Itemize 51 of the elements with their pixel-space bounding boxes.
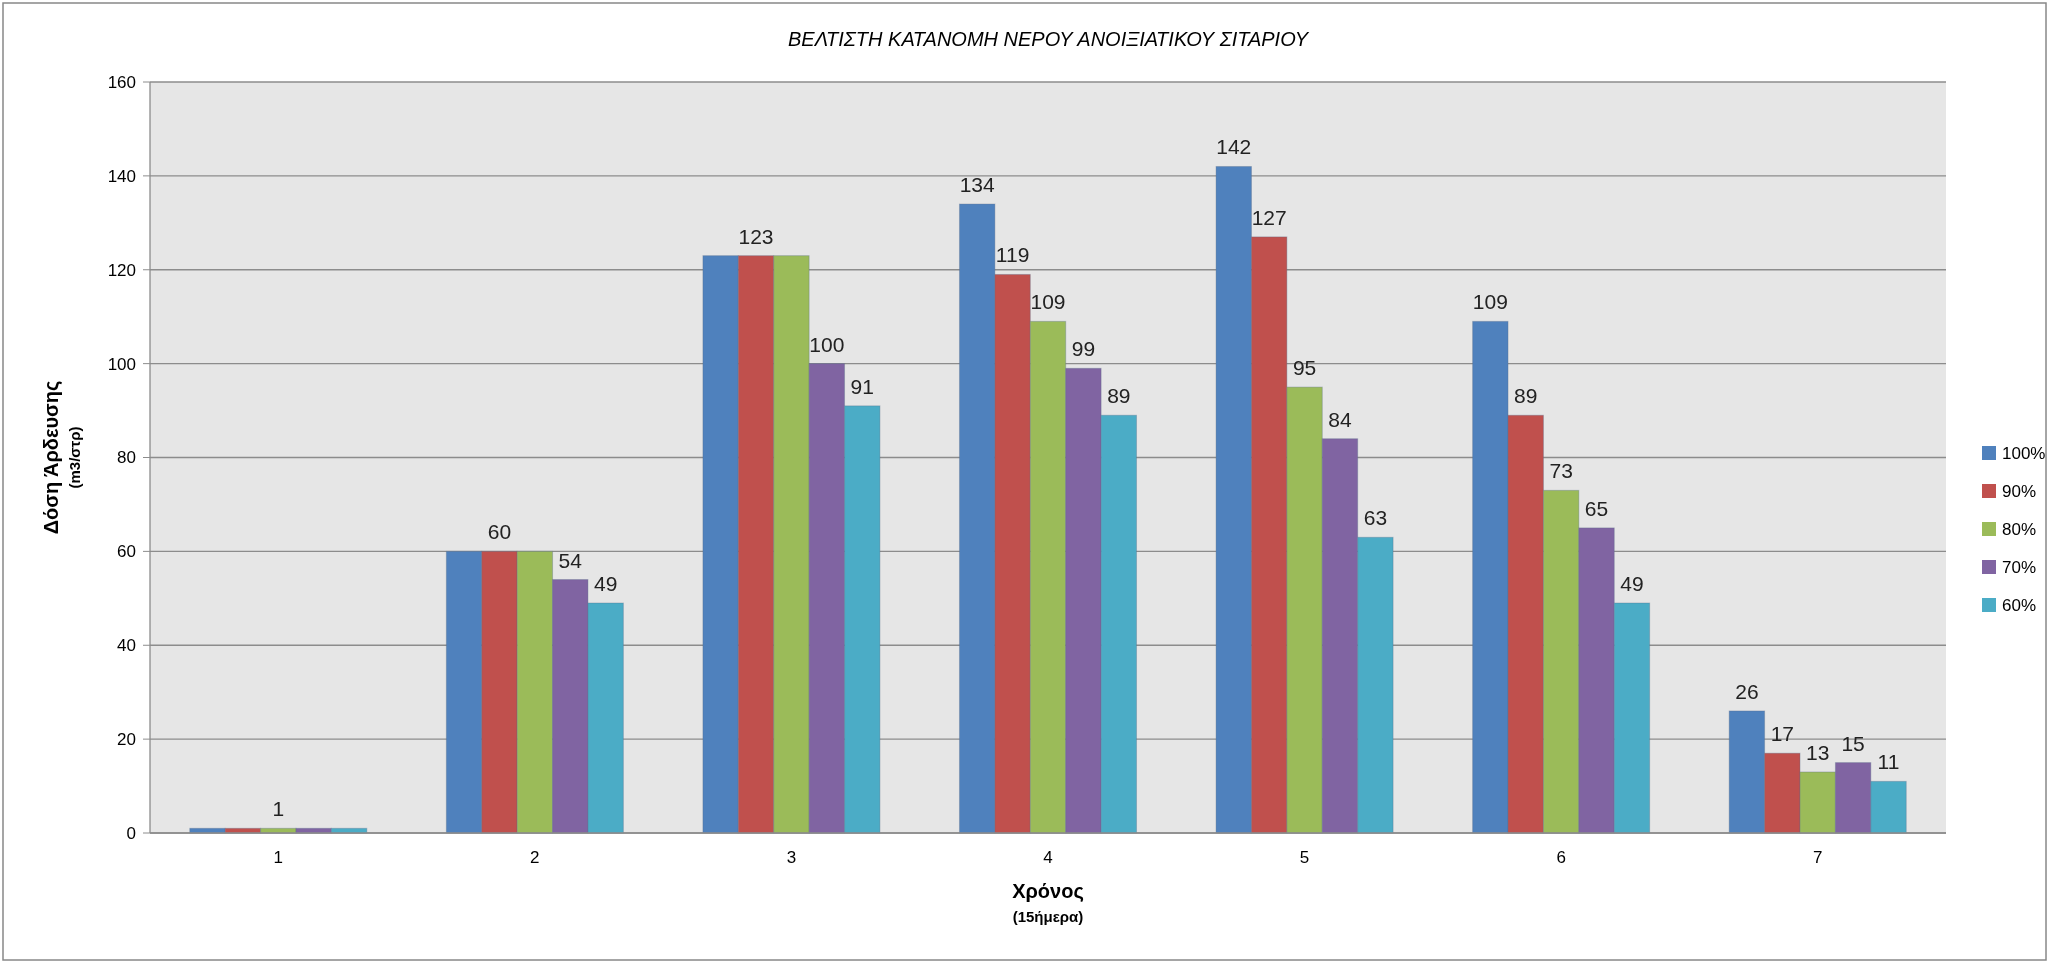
- y-tick-label: 120: [107, 260, 136, 280]
- data-label: 109: [1030, 290, 1066, 314]
- data-label: 127: [1251, 205, 1287, 229]
- legend-label: 100%: [2002, 443, 2046, 463]
- y-tick-label: 80: [117, 448, 136, 468]
- data-label: 13: [1806, 740, 1830, 764]
- x-tick-label: 1: [273, 848, 284, 867]
- data-label: 84: [1328, 407, 1352, 431]
- legend-label: 90%: [2002, 481, 2037, 501]
- data-label: 95: [1292, 356, 1317, 380]
- legend-label: 80%: [2002, 519, 2037, 539]
- y-tick-label: 0: [126, 823, 136, 843]
- data-label: 142: [1216, 135, 1252, 159]
- data-label: 134: [959, 173, 996, 197]
- x-tick-label: 6: [1556, 848, 1566, 867]
- data-label: 15: [1841, 731, 1865, 755]
- data-label: 54: [558, 548, 583, 572]
- x-tick-label: 5: [1299, 848, 1310, 867]
- y-tick-label: 20: [117, 730, 136, 750]
- data-label: 49: [593, 572, 618, 596]
- legend-label: 70%: [2002, 557, 2037, 577]
- chart-title: ΒΕΛΤΙΣΤΗ ΚΑΤΑΝΟΜΗ ΝΕΡΟΥ ΑΝΟΙΞΙΑΤΙΚΟΥ ΣΙΤΑΡΙΟΥ: [788, 28, 1310, 50]
- legend-label: 60%: [2002, 595, 2037, 615]
- y-tick-label: 40: [117, 636, 136, 656]
- data-label: 63: [1363, 506, 1388, 530]
- y-tick-label: 140: [107, 166, 136, 186]
- data-label: 1: [272, 797, 285, 821]
- x-tick-label: 4: [1043, 848, 1053, 867]
- y-tick-label: 100: [107, 354, 136, 374]
- data-label: 26: [1735, 679, 1759, 703]
- data-label: 65: [1584, 496, 1609, 520]
- data-label: 60: [487, 520, 512, 544]
- x-axis-title: Χρόνος (15ήμερα): [1012, 880, 1084, 925]
- x-tick-label: 7: [1812, 848, 1823, 867]
- data-label: 89: [1107, 384, 1131, 408]
- data-label: 17: [1770, 722, 1794, 746]
- data-label: 73: [1549, 459, 1573, 483]
- data-label: 109: [1472, 290, 1508, 314]
- data-label: 11: [1877, 750, 1900, 774]
- data-label: 99: [1071, 337, 1096, 361]
- y-axis-title: Δόση Άρδευσης (m3/στρ): [40, 380, 83, 535]
- x-tick-label: 3: [786, 848, 797, 867]
- data-label: 91: [850, 374, 874, 398]
- data-label: 119: [995, 243, 1030, 267]
- y-tick-label: 160: [107, 72, 136, 92]
- y-tick-label: 60: [117, 542, 136, 562]
- x-tick-label: 2: [530, 848, 540, 867]
- data-label: 89: [1514, 384, 1538, 408]
- data-label: 100: [809, 332, 845, 356]
- data-label: 123: [738, 224, 774, 248]
- data-label: 49: [1620, 572, 1644, 596]
